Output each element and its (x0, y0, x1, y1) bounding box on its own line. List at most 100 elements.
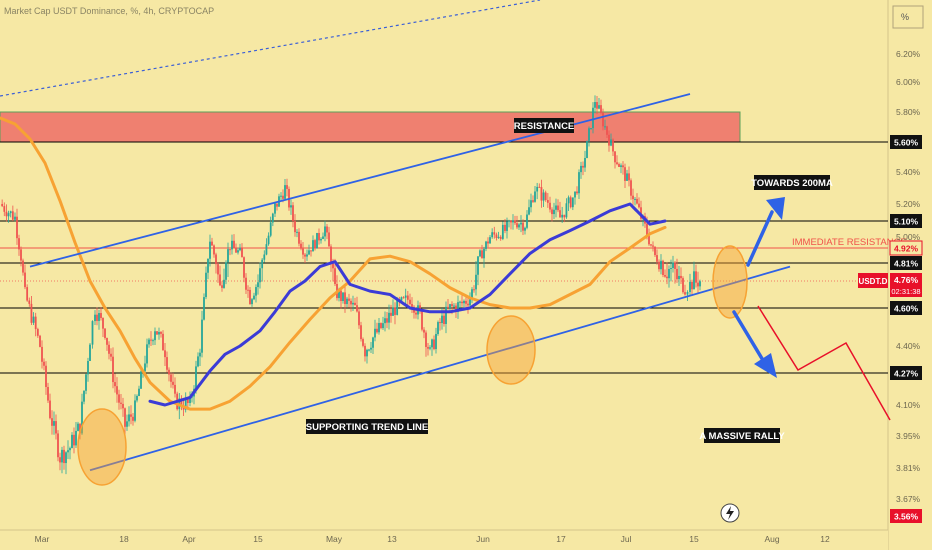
candle-body (382, 323, 384, 329)
candle-body (249, 289, 251, 305)
candle-body (32, 316, 35, 323)
candle-body (592, 107, 594, 129)
level-price-label: 4.81% (894, 259, 919, 269)
candle-body (463, 300, 465, 304)
candle-body (140, 371, 142, 389)
candle-body (433, 339, 435, 350)
y-tick-label: 3.67% (896, 494, 921, 504)
x-tick-label: 13 (387, 534, 397, 544)
candle-body (217, 264, 219, 275)
candle-body (39, 335, 41, 347)
candle-body (632, 195, 634, 200)
y-tick-label: 3.95% (896, 431, 921, 441)
candle-body (678, 275, 680, 280)
candle-body (512, 220, 514, 223)
candle-body (378, 323, 380, 333)
candle-body (612, 139, 614, 152)
candle-body (150, 339, 152, 341)
candle-body (457, 302, 459, 312)
candle-body (676, 268, 678, 280)
candle-body (233, 240, 235, 248)
arrow-down-head (754, 353, 777, 378)
candle-body (91, 321, 94, 345)
candle-body (79, 423, 81, 434)
candle-body (695, 271, 697, 283)
candle-body (138, 388, 140, 396)
candle-body (475, 274, 477, 290)
candle-body (443, 315, 445, 324)
level-price-label: 4.27% (894, 369, 919, 379)
x-tick-label: 18 (119, 534, 129, 544)
candle-body (302, 248, 304, 255)
candle-body (43, 361, 45, 366)
unit-box[interactable] (892, 5, 924, 29)
current-price-label: 4.76% (894, 275, 919, 285)
level-price-label: 3.56% (894, 512, 919, 522)
candle-body (195, 366, 197, 389)
candle-body (116, 386, 118, 395)
upper-channel-line (29, 93, 691, 268)
candle-body (358, 311, 360, 326)
candle-body (628, 173, 630, 181)
candle-body (636, 198, 638, 204)
candle-body (292, 205, 294, 221)
candle-body (174, 384, 176, 394)
candle-body (180, 398, 183, 407)
y-tick-label: 4.40% (896, 341, 921, 351)
candle-body (73, 434, 75, 446)
candle-body (370, 347, 372, 350)
candle-body (576, 191, 578, 194)
candle-body (594, 102, 596, 108)
candle-body (504, 224, 506, 231)
candle-body (267, 235, 270, 245)
candle-body (104, 328, 106, 338)
candle-body (106, 337, 108, 345)
level-price-label: 5.60% (894, 138, 919, 148)
candle-body (255, 287, 257, 296)
candle-body (152, 340, 154, 342)
candle-body (392, 307, 394, 316)
candle-body (380, 323, 382, 329)
candle-body (235, 247, 237, 253)
candle-body (501, 224, 504, 239)
candle-body (245, 277, 247, 290)
candle-body (26, 287, 29, 301)
x-tick-label: 15 (253, 534, 263, 544)
candle-body (602, 112, 604, 127)
candle-body (221, 285, 223, 288)
resistance-label-box (514, 118, 574, 133)
candle-body (89, 344, 91, 362)
candle-body (542, 192, 545, 201)
candle-body (394, 307, 396, 315)
level-price-box (890, 366, 922, 380)
candle-body (491, 232, 494, 238)
candle-body (162, 333, 164, 351)
y-tick-label: 5.40% (896, 167, 921, 177)
lightning-icon[interactable] (720, 503, 740, 523)
highlight-circle (712, 245, 748, 319)
candle-body (415, 312, 417, 315)
candle-body (624, 167, 626, 181)
candle-body (134, 400, 136, 421)
candle-body (479, 250, 481, 257)
candle-body (94, 314, 96, 322)
candle-body (189, 397, 191, 404)
candle-body (650, 244, 652, 246)
candle-body (664, 274, 666, 277)
candle-body (130, 414, 132, 417)
candle-body (497, 236, 500, 238)
candle-body (282, 195, 284, 199)
candle-body (544, 192, 547, 201)
candle-body (516, 223, 518, 228)
candle-body (69, 448, 71, 451)
candle-body (360, 325, 362, 340)
candle-body (247, 289, 249, 291)
candle-body (332, 262, 334, 269)
candle-body (55, 421, 57, 434)
candle-body (522, 222, 524, 231)
y-tick-label: 5.20% (896, 199, 921, 209)
candle-body (534, 191, 536, 202)
candle-body (320, 238, 322, 241)
